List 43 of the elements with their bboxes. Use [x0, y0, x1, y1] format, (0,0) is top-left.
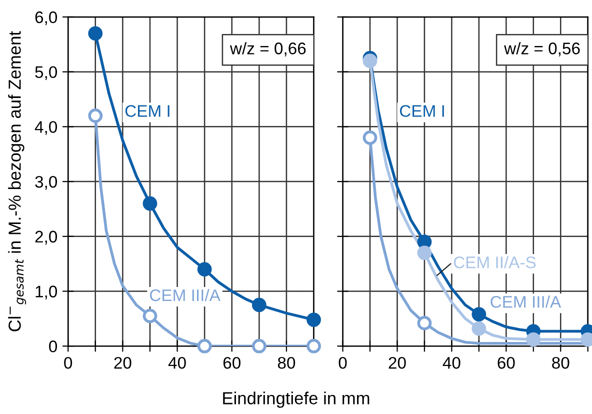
series-label: CEM III/A: [150, 288, 220, 302]
point: [252, 338, 266, 354]
point: [362, 54, 378, 68]
point: [197, 338, 212, 354]
x-tick-label: 40: [442, 356, 460, 369]
x-tick-label: 0: [338, 356, 347, 369]
point: [88, 26, 103, 41]
x-tick-label: 0: [64, 356, 72, 369]
x-tick-label: 60: [498, 356, 515, 369]
y-tick-label: 2,0: [35, 230, 58, 245]
point: [472, 307, 486, 322]
y-tick-label: 5,0: [35, 66, 58, 80]
x-tick-label: 20: [114, 356, 132, 369]
point: [306, 338, 321, 354]
point: [252, 298, 266, 312]
text: CEM III/A: [490, 296, 562, 308]
point: [472, 321, 486, 336]
point: [88, 108, 103, 123]
point: [526, 332, 541, 347]
point: [197, 262, 212, 277]
x-axis-title: Eindringtiefe in mm: [223, 392, 370, 408]
y-tick-label: 1,0: [36, 286, 58, 300]
x-tick-label: 20: [388, 356, 406, 369]
y-tick-label: 3,0: [35, 176, 58, 190]
x-tick-label: 40: [168, 356, 186, 369]
point: [306, 312, 321, 327]
y-tick-label: 0: [49, 340, 58, 352]
annotation: w/z = 0,66: [230, 42, 306, 56]
y-axis-title: Cl$^{−}$$_{gesamt}$ in M.-% bezogen auf Zement: [8, 31, 26, 332]
point: [142, 196, 158, 211]
point: [417, 246, 432, 260]
point: [362, 130, 378, 145]
annotation: w/z = 0,56: [504, 42, 580, 56]
point: [417, 316, 432, 330]
y-tick-label: 6,0: [35, 11, 58, 26]
series-label: CEM II/A-S: [454, 256, 536, 268]
x-tick-label: 80: [552, 356, 570, 369]
series-label: CEM I: [400, 105, 444, 117]
series-label: CEM I: [125, 105, 170, 117]
y-tick-label: 4,0: [34, 121, 58, 135]
x-tick-label: 60: [223, 356, 240, 369]
point: [142, 308, 158, 324]
x-tick-label: 80: [278, 356, 296, 369]
